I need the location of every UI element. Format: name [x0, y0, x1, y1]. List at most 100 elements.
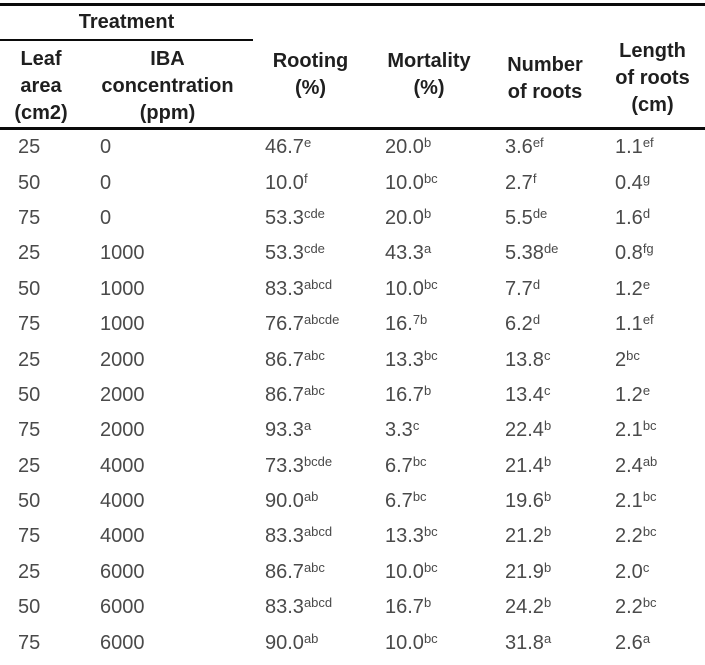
cell-length-of-roots: 1.1ef	[615, 135, 654, 159]
cell-number-of-roots: 22.4b	[505, 418, 552, 442]
cell-length-of-roots: 2.2bc	[615, 524, 657, 548]
cell-rooting-percent: 83.3abcd	[265, 595, 333, 619]
cell-number-of-roots: 13.4c	[505, 382, 551, 406]
cell-rooting-percent: 83.3abcd	[265, 524, 333, 548]
cell-number-of-roots: 21.2b	[505, 524, 552, 548]
cell-length-of-roots: 1.2e	[615, 382, 651, 406]
col-header-leaf-area: Leaf area (cm2)	[14, 48, 68, 124]
significance-superscript: c	[412, 418, 420, 434]
significance-superscript: bcde	[303, 453, 333, 469]
cell-number-of-roots: 2.7f	[505, 170, 537, 194]
cell-iba-concentration: 2000	[100, 348, 145, 371]
significance-superscript: b	[543, 489, 552, 505]
cell-mortality-percent: 10.0bc	[385, 630, 438, 654]
cell-number-of-roots: 24.2b	[505, 595, 552, 619]
cell-iba-concentration: 1000	[100, 277, 145, 300]
treatment-subheaders: Leaf area (cm2) IBA concentration (ppm)	[0, 41, 253, 127]
cell-mortality-percent: 16.7b	[385, 382, 432, 406]
cell-iba-concentration: 6000	[100, 631, 145, 654]
significance-superscript: e	[642, 382, 651, 398]
cell-leaf-area: 25	[18, 242, 41, 265]
cell-mortality-percent: 16.7b	[385, 595, 432, 619]
col-header-iba-concentration: IBA concentration (ppm)	[101, 48, 234, 124]
cell-iba-concentration: 6000	[100, 596, 145, 619]
col-header-rooting: Rooting (%)	[272, 50, 349, 99]
cell-leaf-area: 25	[18, 136, 41, 159]
significance-superscript: d	[642, 205, 651, 221]
table-header: Treatment Leaf area (cm2) IBA concentrat…	[0, 6, 705, 127]
significance-superscript: bc	[423, 170, 438, 186]
table-top-rule	[0, 3, 705, 6]
significance-superscript: abc	[303, 347, 325, 363]
significance-superscript: ab	[303, 489, 319, 505]
significance-superscript: bc	[642, 418, 657, 434]
significance-superscript: e	[303, 135, 312, 151]
table-row: 50 6000 83.3abcd 16.7b 24.2b 2.2bc	[0, 590, 705, 625]
cell-number-of-roots: 7.7d	[505, 276, 541, 300]
significance-superscript: fg	[642, 241, 654, 257]
significance-superscript: b	[423, 382, 432, 398]
cell-mortality-percent: 10.0bc	[385, 559, 438, 583]
significance-superscript: bc	[423, 347, 438, 363]
significance-superscript: b	[423, 595, 432, 611]
cell-length-of-roots: 2.2bc	[615, 595, 657, 619]
table-row: 50 1000 83.3abcd 10.0bc 7.7d 1.2e	[0, 272, 705, 307]
cell-leaf-area: 50	[18, 277, 41, 300]
significance-superscript: c	[642, 559, 650, 575]
cell-leaf-area: 50	[18, 383, 41, 406]
cell-leaf-area: 75	[18, 206, 41, 229]
cell-length-of-roots: 2.0c	[615, 559, 650, 583]
significance-superscript: abc	[303, 382, 325, 398]
significance-superscript: bc	[423, 276, 438, 292]
table-row: 25 0 46.7e 20.0b 3.6ef 1.1ef	[0, 130, 705, 165]
significance-superscript: bc	[412, 453, 427, 469]
table-row: 50 0 10.0f 10.0bc 2.7f 0.4g	[0, 165, 705, 200]
cell-number-of-roots: 3.6ef	[505, 135, 544, 159]
cell-rooting-percent: 53.3cde	[265, 205, 325, 229]
col-header-number-of-roots: Number of roots	[507, 54, 583, 103]
table-row: 75 2000 93.3a 3.3c 22.4b 2.1bc	[0, 413, 705, 448]
cell-number-of-roots: 6.2d	[505, 312, 541, 336]
cell-iba-concentration: 4000	[100, 525, 145, 548]
cell-length-of-roots: 2.6a	[615, 630, 651, 654]
cell-mortality-percent: 20.0b	[385, 205, 432, 229]
significance-superscript: b	[543, 418, 552, 434]
significance-superscript: bc	[423, 630, 438, 646]
cell-rooting-percent: 76.7abcde	[265, 312, 340, 336]
significance-superscript: ef	[532, 135, 544, 151]
cell-leaf-area: 75	[18, 313, 41, 336]
significance-superscript: bc	[642, 524, 657, 540]
significance-superscript: a	[423, 241, 432, 257]
col-header-mortality: Mortality (%)	[387, 50, 471, 99]
cell-length-of-roots: 1.6d	[615, 205, 651, 229]
cell-mortality-percent: 20.0b	[385, 135, 432, 159]
cell-mortality-percent: 10.0bc	[385, 170, 438, 194]
significance-superscript: bc	[626, 347, 640, 363]
cell-length-of-roots: 2bc	[615, 347, 640, 371]
cell-iba-concentration: 2000	[100, 419, 145, 442]
significance-superscript: e	[642, 276, 651, 292]
cell-mortality-percent: 13.3bc	[385, 347, 438, 371]
significance-superscript: f	[532, 170, 537, 186]
cell-number-of-roots: 19.6b	[505, 489, 552, 513]
cell-iba-concentration: 0	[100, 136, 112, 159]
cell-rooting-percent: 53.3cde	[265, 241, 325, 265]
treatment-group-header: Treatment Leaf area (cm2) IBA concentrat…	[0, 6, 253, 127]
cell-rooting-percent: 10.0f	[265, 170, 308, 194]
table-row: 75 6000 90.0ab 10.0bc 31.8a 2.6a	[0, 625, 705, 660]
treatment-group-rule	[0, 39, 253, 41]
significance-superscript: c	[543, 382, 551, 398]
cell-length-of-roots: 0.4g	[615, 170, 651, 194]
treatment-group-label: Treatment	[78, 11, 175, 34]
significance-superscript: bc	[412, 489, 427, 505]
cell-rooting-percent: 83.3abcd	[265, 276, 333, 300]
significance-superscript: ab	[303, 630, 319, 646]
cell-leaf-area: 50	[18, 596, 41, 619]
cell-iba-concentration: 0	[100, 171, 112, 194]
cell-number-of-roots: 5.38de	[505, 241, 559, 265]
significance-superscript: g	[642, 170, 651, 186]
table-row: 75 4000 83.3abcd 13.3bc 21.2b 2.2bc	[0, 519, 705, 554]
significance-superscript: a	[543, 630, 552, 646]
cell-rooting-percent: 86.7abc	[265, 382, 325, 406]
significance-superscript: b	[543, 453, 552, 469]
